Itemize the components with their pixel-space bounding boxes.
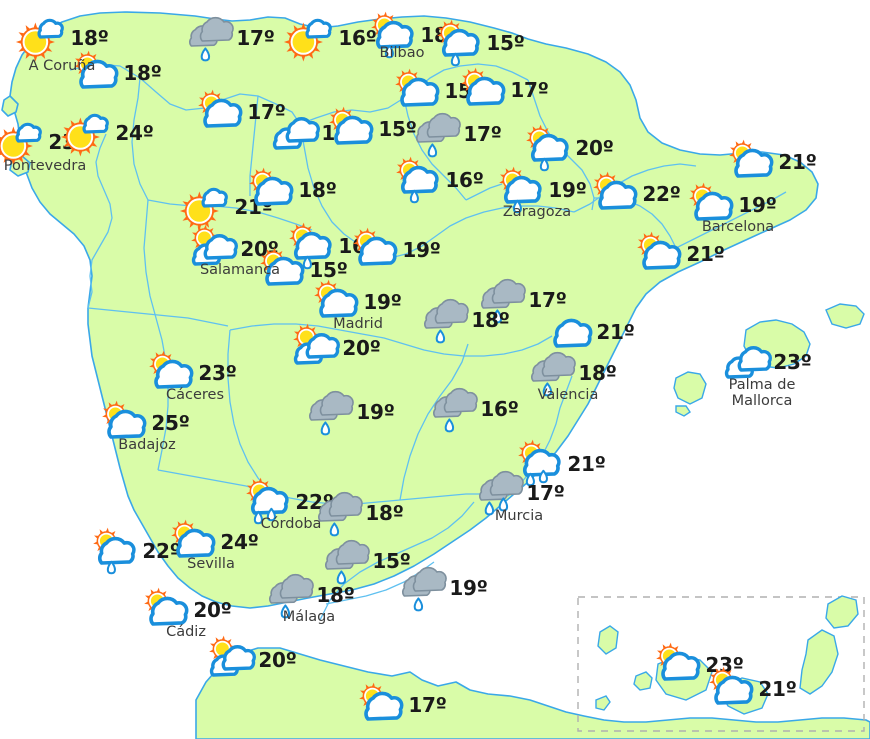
galicia-coast-detail — [1, 95, 19, 117]
lanzarote-island — [825, 595, 859, 629]
canary-inset-border — [577, 596, 865, 732]
spain-mainland — [9, 11, 819, 609]
tenerife-island — [655, 655, 713, 701]
la-gomera-island — [633, 671, 653, 691]
fuerteventura-island — [799, 629, 839, 695]
la-palma-island — [597, 625, 619, 655]
gran-canaria-island — [721, 677, 769, 715]
formentera-island — [675, 405, 691, 417]
el-hierro-island — [595, 695, 611, 711]
mallorca-island — [743, 319, 811, 369]
north-africa-strip — [195, 647, 870, 739]
portugal-border — [87, 133, 113, 309]
ibiza-island — [673, 371, 707, 405]
menorca-island — [825, 303, 865, 329]
